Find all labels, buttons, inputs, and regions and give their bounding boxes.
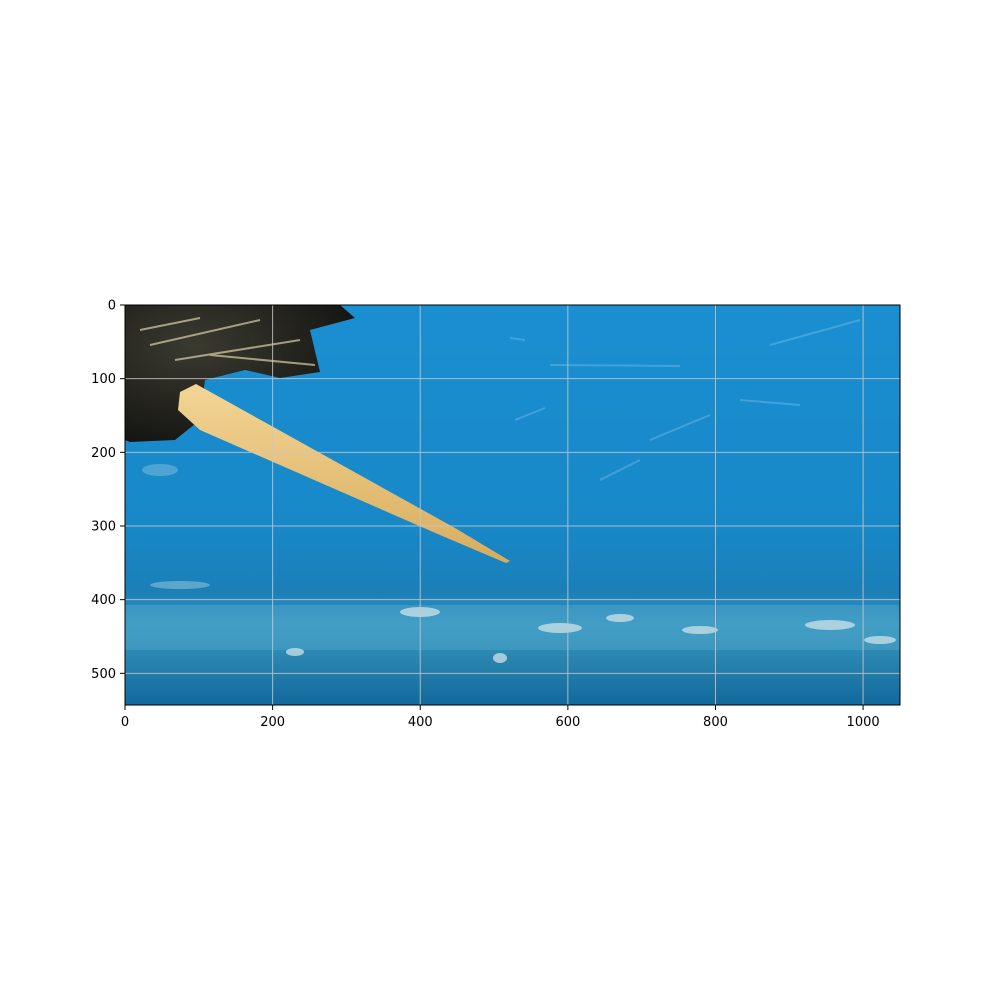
wing-highlights xyxy=(139,317,316,366)
y-tick-label: 300 xyxy=(91,519,116,534)
x-axis: 0 200 400 600 800 1000 xyxy=(121,705,880,730)
x-tick-label: 600 xyxy=(555,715,580,730)
y-tick-label: 0 xyxy=(108,299,116,314)
y-tick-label: 200 xyxy=(91,446,116,461)
sediment-specks xyxy=(142,464,896,663)
sediment-band xyxy=(125,605,900,650)
y-tick-label: 500 xyxy=(91,667,116,682)
quill-needle xyxy=(178,384,510,563)
tank-scratches xyxy=(509,319,861,481)
y-tick-label: 100 xyxy=(91,372,116,387)
x-tick-label: 1000 xyxy=(847,715,880,730)
y-axis: 0 100 200 300 400 500 xyxy=(91,299,125,682)
photo-image xyxy=(125,305,900,705)
x-tick-label: 800 xyxy=(703,715,728,730)
x-tick-label: 200 xyxy=(260,715,285,730)
x-tick-label: 0 xyxy=(121,715,129,730)
x-tick-label: 400 xyxy=(408,715,433,730)
axes-frame xyxy=(124,304,901,706)
y-tick-label: 400 xyxy=(91,593,116,608)
